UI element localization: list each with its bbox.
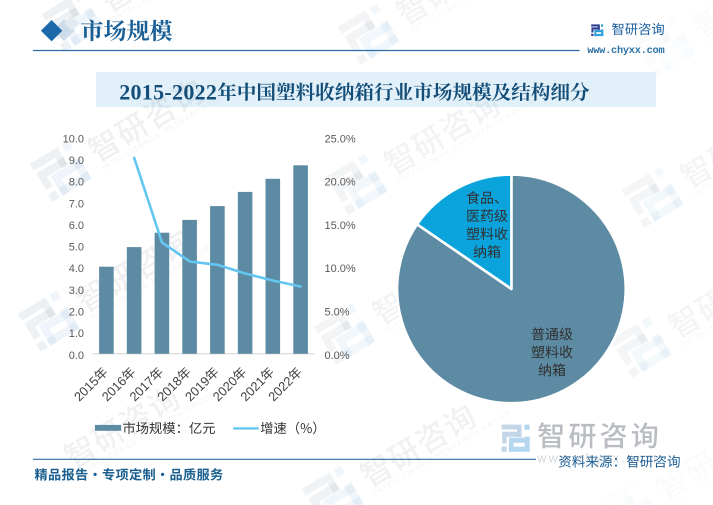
svg-text:8.0: 8.0 — [69, 177, 84, 189]
svg-text:20.0%: 20.0% — [325, 177, 356, 189]
svg-text:5.0: 5.0 — [69, 242, 84, 254]
svg-text:7.0: 7.0 — [69, 198, 84, 210]
svg-text:0.0: 0.0 — [69, 350, 84, 362]
svg-text:6.0: 6.0 — [69, 220, 84, 232]
svg-text:4.0: 4.0 — [69, 263, 84, 275]
svg-text:9.0: 9.0 — [69, 155, 84, 167]
svg-text:10.0%: 10.0% — [325, 263, 356, 275]
svg-text:2015-2022: 2015-2022 — [119, 80, 217, 105]
svg-text:15.0%: 15.0% — [325, 220, 356, 232]
svg-text:2.0: 2.0 — [69, 307, 84, 319]
svg-text:5.0%: 5.0% — [325, 307, 350, 319]
svg-text:25.0%: 25.0% — [325, 133, 356, 145]
svg-text:www.chyxx.com: www.chyxx.com — [587, 45, 664, 57]
svg-text:10.0: 10.0 — [63, 133, 84, 145]
svg-text:www.chyxx.com: www.chyxx.com — [536, 452, 658, 466]
svg-text:1.0: 1.0 — [69, 328, 84, 340]
svg-text:3.0: 3.0 — [69, 285, 84, 297]
svg-text:0.0%: 0.0% — [325, 350, 350, 362]
